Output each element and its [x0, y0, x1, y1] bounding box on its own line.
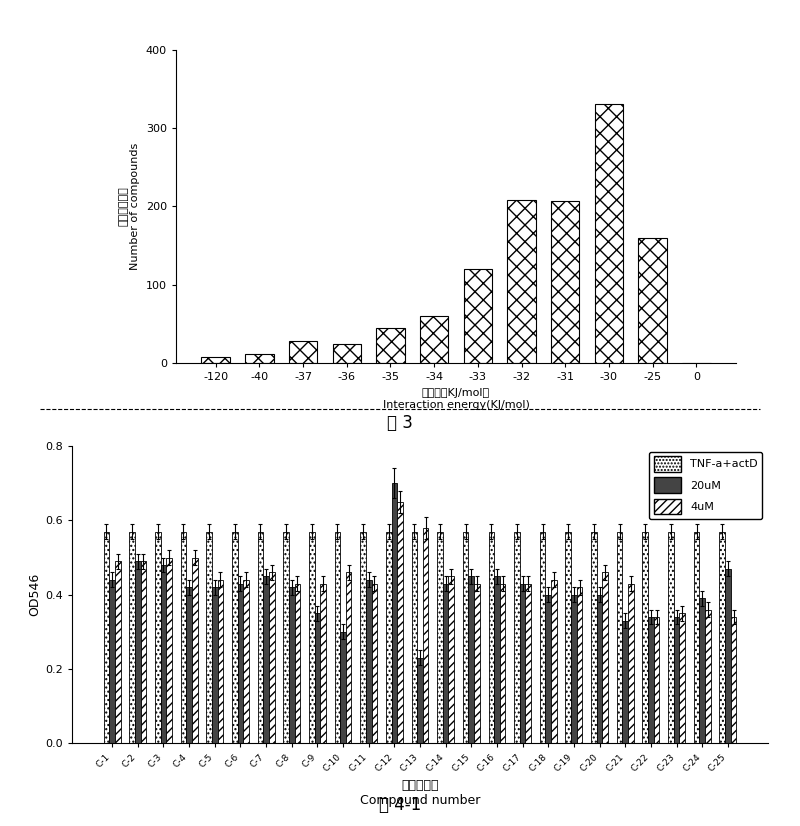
Bar — [115, 562, 121, 743]
Bar — [674, 617, 679, 743]
Bar — [263, 577, 269, 743]
Bar — [135, 562, 141, 743]
Bar — [130, 532, 135, 743]
Bar — [546, 595, 551, 743]
Bar — [232, 532, 238, 743]
Bar — [411, 532, 417, 743]
X-axis label: 反应能（KJ/mol）
Interaction energy(KJ/mol): 反应能（KJ/mol） Interaction energy(KJ/mol) — [382, 388, 530, 410]
X-axis label: 化合物编号
Compound number: 化合物编号 Compound number — [360, 779, 480, 807]
Bar — [443, 583, 449, 743]
Y-axis label: OD546: OD546 — [28, 573, 41, 616]
Bar — [314, 613, 320, 743]
Bar — [551, 201, 579, 363]
Bar — [110, 580, 115, 743]
Bar — [540, 532, 546, 743]
Bar — [360, 532, 366, 743]
Bar — [449, 577, 454, 743]
Bar — [371, 583, 377, 743]
Bar — [694, 532, 699, 743]
Bar — [705, 610, 710, 743]
Bar — [366, 580, 371, 743]
Bar — [489, 532, 494, 743]
Bar — [437, 532, 443, 743]
Bar — [719, 532, 725, 743]
Bar — [571, 595, 577, 743]
Bar — [628, 583, 634, 743]
Bar — [289, 587, 294, 743]
Bar — [320, 583, 326, 743]
Bar — [218, 580, 223, 743]
Bar — [577, 587, 582, 743]
Bar — [622, 621, 628, 743]
Bar — [238, 583, 243, 743]
Bar — [192, 558, 198, 743]
Bar — [420, 316, 448, 363]
Y-axis label: 化合物的数量
Number of compounds: 化合物的数量 Number of compounds — [118, 143, 140, 270]
Bar — [309, 532, 314, 743]
Bar — [212, 587, 218, 743]
Bar — [417, 657, 423, 743]
Bar — [283, 532, 289, 743]
Bar — [591, 532, 597, 743]
Bar — [340, 632, 346, 743]
Bar — [594, 104, 623, 363]
Bar — [376, 328, 405, 363]
Bar — [463, 532, 469, 743]
Bar — [464, 269, 492, 363]
Bar — [725, 568, 730, 743]
Bar — [507, 200, 536, 363]
Bar — [551, 580, 557, 743]
Bar — [161, 565, 166, 743]
Bar — [642, 532, 648, 743]
Bar — [269, 572, 274, 743]
Bar — [391, 483, 397, 743]
Bar — [289, 341, 318, 363]
Text: 图 3: 图 3 — [387, 414, 413, 432]
Bar — [155, 532, 161, 743]
Bar — [597, 595, 602, 743]
Bar — [617, 532, 622, 743]
Bar — [206, 532, 212, 743]
Bar — [245, 354, 274, 363]
Bar — [494, 577, 500, 743]
Bar — [386, 532, 391, 743]
Legend: TNF-a+actD, 20uM, 4uM: TNF-a+actD, 20uM, 4uM — [650, 452, 762, 519]
Bar — [730, 617, 736, 743]
Bar — [181, 532, 186, 743]
Bar — [346, 572, 351, 743]
Bar — [520, 583, 526, 743]
Bar — [104, 532, 110, 743]
Bar — [474, 583, 480, 743]
Bar — [397, 501, 403, 743]
Bar — [166, 558, 172, 743]
Bar — [333, 344, 361, 363]
Bar — [334, 532, 340, 743]
Bar — [514, 532, 520, 743]
Text: 图 4-1: 图 4-1 — [379, 796, 421, 814]
Bar — [648, 617, 654, 743]
Bar — [602, 572, 608, 743]
Bar — [638, 238, 667, 363]
Bar — [526, 583, 531, 743]
Bar — [423, 528, 429, 743]
Bar — [469, 577, 474, 743]
Bar — [243, 580, 249, 743]
Bar — [141, 562, 146, 743]
Bar — [294, 583, 300, 743]
Bar — [679, 613, 685, 743]
Bar — [699, 598, 705, 743]
Bar — [258, 532, 263, 743]
Bar — [202, 357, 230, 363]
Bar — [186, 587, 192, 743]
Bar — [654, 617, 659, 743]
Bar — [668, 532, 674, 743]
Bar — [500, 583, 506, 743]
Bar — [566, 532, 571, 743]
